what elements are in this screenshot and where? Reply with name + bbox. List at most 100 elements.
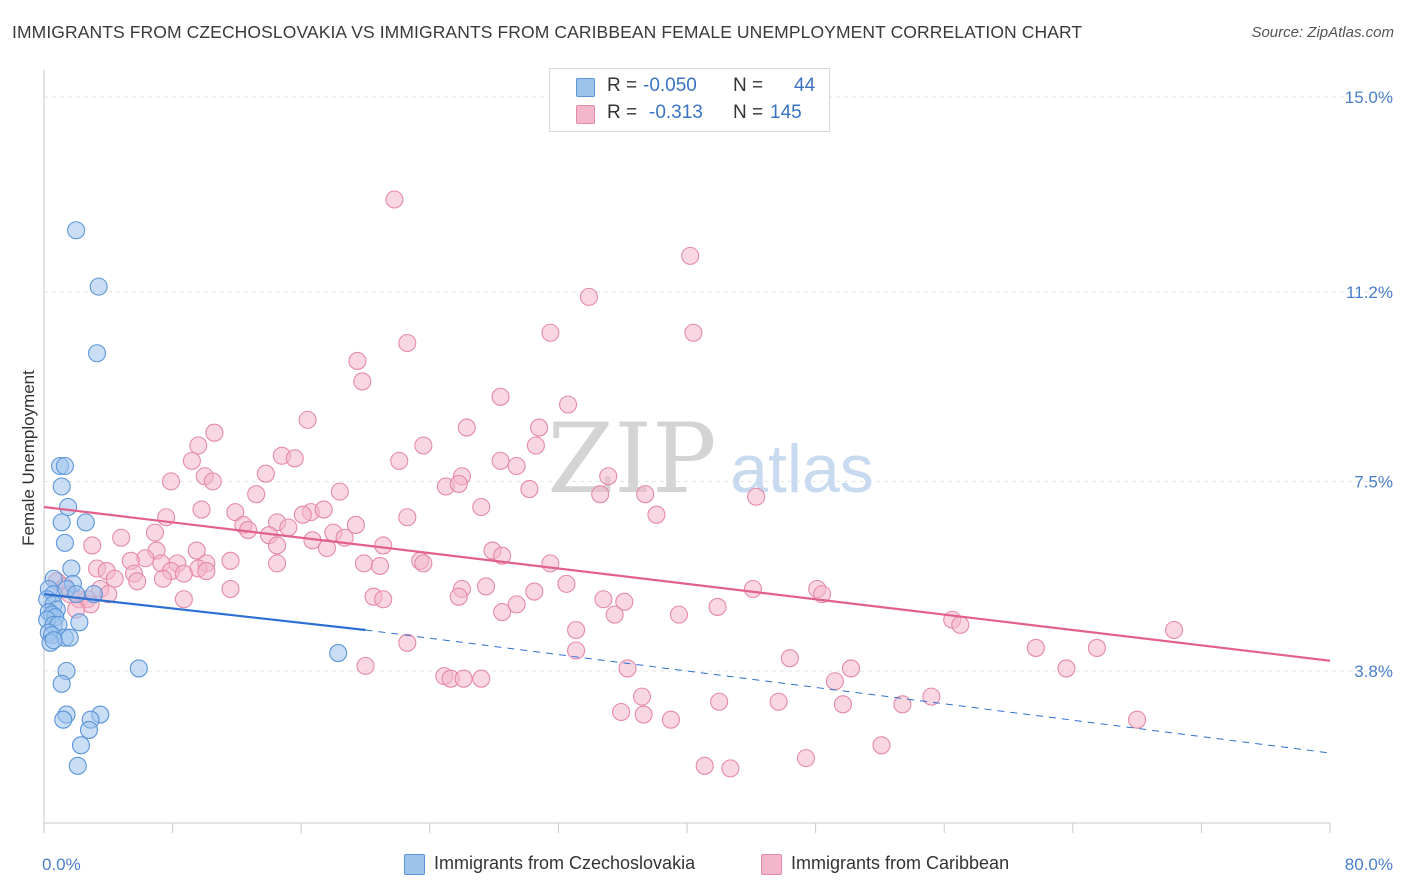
point-caribbean [812,585,832,604]
point-caribbean [112,528,131,547]
point-caribbean [493,603,512,622]
point-caribbean [268,554,287,573]
point-caribbean [203,472,222,491]
legend-n-label: N = [733,102,764,123]
point-caribbean [825,672,844,691]
point-caribbean [353,372,372,391]
point-caribbean [491,451,510,470]
point-caribbean [661,710,680,729]
point-caribbean [374,536,393,555]
point-caribbean [472,497,491,517]
point-caribbean [1087,638,1106,657]
point-caribbean [293,505,312,524]
point-caribbean [128,572,147,591]
point-caribbean [695,756,714,775]
point-caribbean [612,702,631,722]
point-caribbean [833,695,852,714]
point-caribbean [398,333,417,353]
chart-title: IMMIGRANTS FROM CZECHOSLOVAKIA VS IMMIGR… [12,22,1083,42]
point-caribbean [743,579,762,599]
point-caribbean [632,687,652,706]
point-caribbean [507,456,526,476]
point-caribbean [398,508,417,527]
point-czechoslovakia [52,477,71,496]
source-label: Source: ZipAtlas.com [1251,24,1394,41]
point-caribbean [591,485,610,504]
point-caribbean [205,423,224,442]
legend-n-value: 44 [794,75,816,96]
point-czechoslovakia [62,559,81,578]
point-czechoslovakia [67,221,86,240]
point-caribbean [153,569,173,588]
y-axis-label: Female Unemployment [19,370,38,546]
point-czechoslovakia [59,497,78,517]
point-caribbean [780,649,799,668]
point-caribbean [557,574,576,593]
point-caribbean [721,759,740,778]
point-caribbean [189,436,208,455]
watermark-zip: ZIP [547,403,716,515]
y-tick-label: 7.5% [1354,472,1393,491]
point-czechoslovakia [79,720,99,739]
point-caribbean [796,749,816,768]
point-caribbean [558,395,578,414]
point-czechoslovakia [71,736,91,755]
x-tick-label: 80.0% [1345,855,1393,874]
trend-line-czechoslovakia-extension [365,629,1331,754]
point-caribbean [634,705,653,724]
point-caribbean [1165,620,1184,640]
point-caribbean [226,503,245,522]
trend-line-caribbean [43,505,1331,662]
point-caribbean [951,615,970,634]
legend-r-value: -0.313 [649,102,703,123]
point-czechoslovakia [55,456,74,476]
point-caribbean [872,736,891,755]
point-caribbean [298,410,317,429]
point-czechoslovakia [67,585,86,604]
point-caribbean [454,669,473,688]
point-caribbean [530,418,549,437]
point-caribbean [1057,659,1076,678]
point-caribbean [174,590,193,609]
point-caribbean [449,474,468,493]
point-caribbean [520,480,539,499]
point-czechoslovakia [89,277,108,296]
y-tick-label: 11.2% [1346,283,1393,302]
point-czechoslovakia [329,644,348,663]
legend-r-label: R = [607,75,638,96]
correlation-legend: R = -0.050 N = 44 R = -0.313 N = 145 [549,68,830,132]
point-caribbean [618,659,637,678]
point-caribbean [449,587,468,606]
point-caribbean [285,449,304,468]
point-caribbean [526,436,545,455]
point-caribbean [893,695,912,714]
point-caribbean [187,541,206,560]
point-czechoslovakia [70,613,89,632]
point-czechoslovakia [129,659,148,678]
legend-label-czechoslovakia: Immigrants from Czechoslovakia [434,853,696,873]
point-caribbean [145,523,164,542]
point-caribbean [1026,638,1045,657]
legend-n-label: N = [733,75,764,96]
point-caribbean [472,669,491,688]
point-caribbean [922,687,941,706]
point-caribbean [256,464,275,483]
legend-swatch-caribbean [761,854,782,875]
point-caribbean [684,323,703,342]
point-caribbean [221,579,240,599]
point-caribbean [247,485,266,504]
point-caribbean [708,597,727,616]
point-caribbean [330,482,349,501]
point-caribbean [541,323,560,342]
legend-label-caribbean: Immigrants from Caribbean [791,853,1010,873]
point-caribbean [567,620,586,640]
point-caribbean [414,554,433,573]
point-caribbean [493,546,512,565]
point-czechoslovakia [55,533,74,552]
point-caribbean [182,451,201,470]
x-tick-label: 0.0% [42,855,81,874]
legend-swatch-czechoslovakia [404,854,425,875]
point-czechoslovakia [44,631,63,650]
point-caribbean [769,692,788,711]
